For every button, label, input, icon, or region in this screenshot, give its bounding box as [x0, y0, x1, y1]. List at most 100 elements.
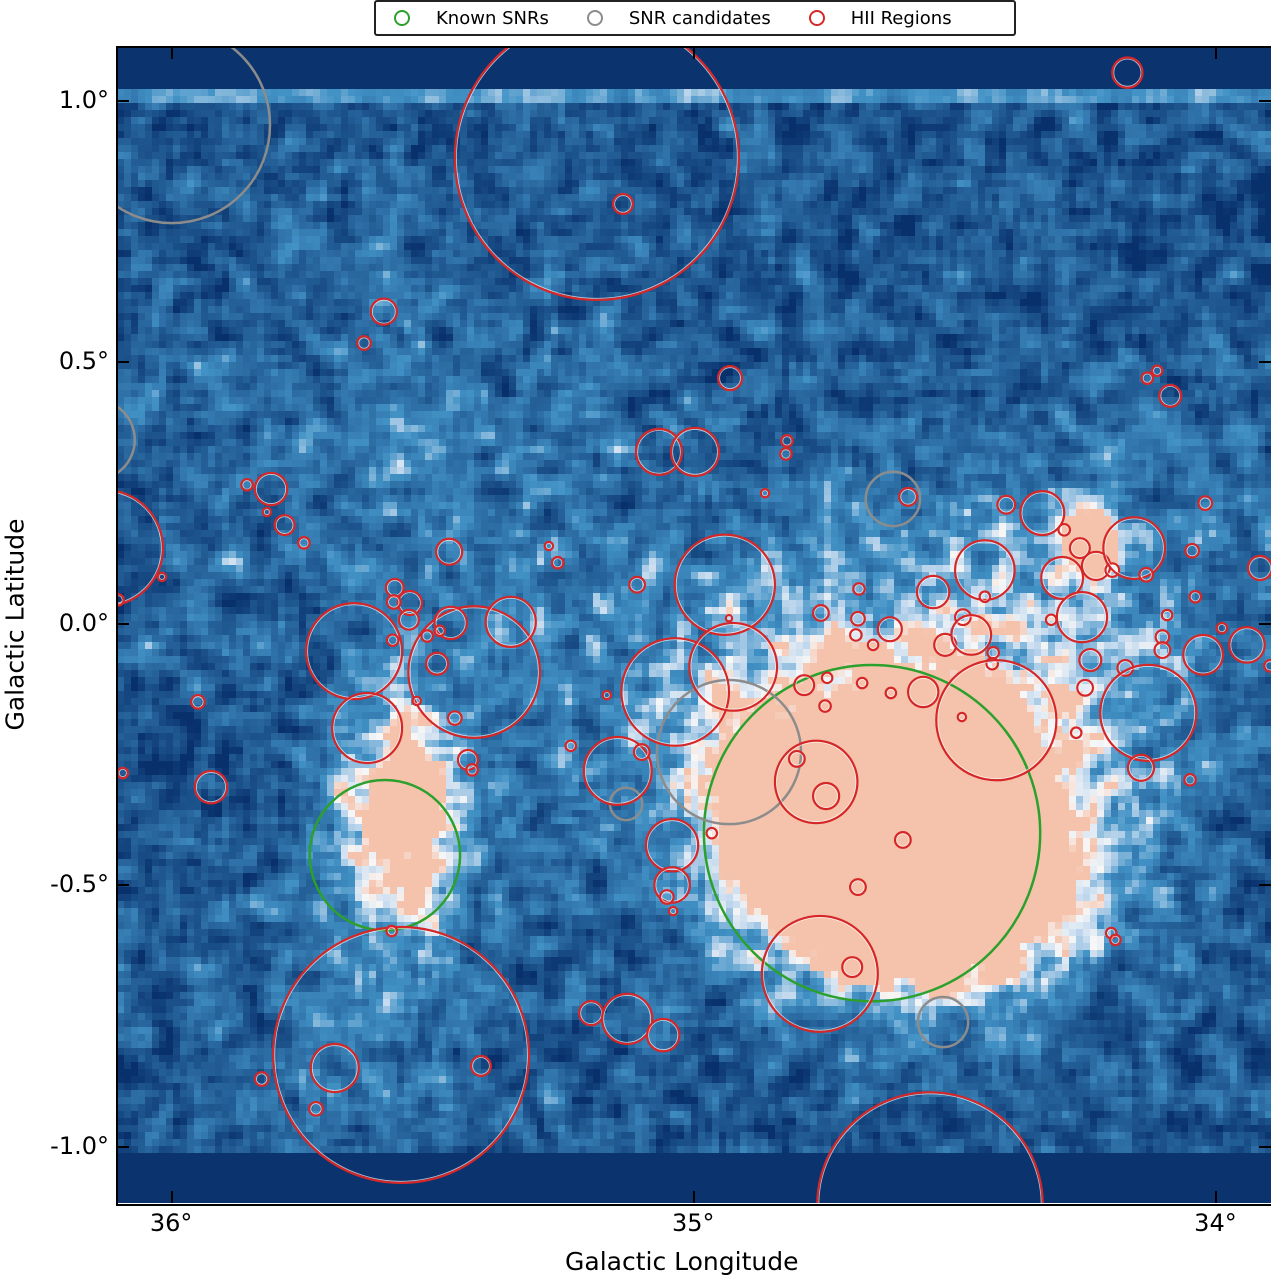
hii-region-circle-inner: [1185, 775, 1195, 785]
hii-region-circle-inner: [603, 995, 652, 1043]
hii-region-circle: [331, 691, 404, 765]
hii-region-circle-inner: [918, 577, 949, 608]
hii-region-circle-inner: [814, 606, 828, 620]
hii-region-circle: [811, 604, 830, 622]
hii-region-circle: [611, 192, 635, 215]
hii-region-circle: [1183, 772, 1197, 787]
hii-region-circle-inner: [1184, 636, 1222, 674]
hii-region-circle-inner: [545, 543, 552, 549]
hii-region-circle-inner: [435, 626, 444, 635]
hii-region-circle-inner: [988, 648, 998, 658]
hii-region-circle: [385, 924, 398, 938]
hii-region-circle: [645, 1017, 681, 1053]
hii-region-circle-inner: [333, 694, 401, 762]
hii-region-circle-inner: [952, 616, 990, 654]
hii-region-circle-inner: [1101, 666, 1196, 760]
hii-region-circle-inner: [1058, 593, 1106, 642]
hii-region-circle-inner: [449, 712, 461, 724]
hii-region-circle: [193, 769, 229, 805]
hii-region-circle: [978, 590, 992, 604]
hii-region-circle: [601, 689, 613, 701]
y-tick-mark: [117, 622, 129, 625]
hii-region-circle-inner: [1265, 661, 1271, 671]
hii-region-circle-inner: [358, 337, 370, 349]
hii-region-circle-inner: [675, 535, 774, 634]
hii-region-circle: [773, 739, 859, 825]
hii-region-circle: [787, 749, 806, 768]
legend: Known SNRs SNR candidates HII Regions: [374, 0, 1016, 36]
hii-region-circle: [1078, 647, 1103, 673]
hii-region-circle: [1182, 633, 1225, 676]
hii-region-circle: [434, 537, 464, 566]
hii-region-circle-inner: [707, 829, 716, 838]
hii-region-circle: [669, 426, 721, 477]
hii-region-circle: [1160, 608, 1174, 622]
hii-region-circle-inner: [763, 917, 877, 1031]
hii-region-circle-inner: [886, 688, 895, 698]
hii-region-circle-inner: [1047, 615, 1056, 624]
hii-region-circle-inner: [274, 928, 528, 1182]
hii-region-circle-inner: [1080, 650, 1101, 670]
hii-region-circle: [632, 743, 651, 762]
hii-region-circle: [1158, 383, 1183, 408]
legend-item-snr-candidates: SNR candidates: [586, 8, 771, 29]
green-circle-icon: [394, 10, 410, 26]
y-tick-mark: [1259, 622, 1271, 625]
hii-region-circle: [1076, 678, 1095, 697]
hii-region-circle-inner: [614, 195, 632, 213]
hii-region-circle: [1197, 495, 1214, 512]
hii-region-circle-inner: [263, 509, 270, 515]
hii-region-circle: [760, 914, 879, 1033]
hii-region-circle: [446, 710, 463, 726]
hii-region-circle-inner: [854, 584, 864, 594]
hii-region-circle: [582, 735, 653, 806]
hii-region-circle-inner: [818, 1093, 1042, 1203]
hii-region-circle: [308, 1100, 324, 1117]
hii-region-circle: [1040, 555, 1085, 600]
hii-region-circle: [849, 878, 867, 896]
hii-region-circle: [1109, 933, 1122, 947]
hii-region-circle-inner: [400, 611, 418, 629]
y-tick-label: 1.0°: [58, 85, 109, 114]
hii-region-circle: [550, 555, 565, 570]
hii-region-circle-inner: [851, 630, 861, 640]
hii-region-circle-inner: [1140, 569, 1152, 581]
hii-region-circle: [950, 613, 993, 656]
hii-region-circle-inner: [388, 635, 398, 645]
y-tick-label: -1.0°: [50, 1132, 109, 1161]
hii-region-circle: [811, 781, 841, 811]
hii-region-circle-inner: [661, 891, 673, 903]
y-tick-mark: [117, 1146, 129, 1149]
hii-region-circle-inner: [467, 765, 477, 775]
hii-region-circle-inner: [776, 741, 857, 822]
hii-region-circle-inner: [192, 696, 204, 708]
hii-region-circle-inner: [456, 47, 738, 299]
hii-region-circle: [1126, 753, 1156, 782]
hii-region-circle-inner: [909, 678, 938, 706]
hii-region-circle: [1150, 364, 1164, 378]
hii-region-circle: [1068, 537, 1091, 560]
legend-item-known-snrs: Known SNRs: [394, 8, 549, 29]
hii-region-circle: [915, 574, 951, 610]
hii-region-circle-inner: [958, 714, 965, 721]
hii-region-circle: [385, 594, 402, 610]
hii-region-circle: [759, 487, 771, 499]
hii-region-circle: [425, 651, 450, 676]
x-tick-mark: [170, 1191, 173, 1203]
hii-region-circle-inner: [781, 449, 791, 459]
legend-label: HII Regions: [850, 7, 952, 29]
hii-region-circle: [1104, 562, 1121, 578]
hii-region-circle-inner: [814, 784, 838, 808]
hii-region-circle-inner: [409, 607, 539, 737]
hii-region-circle-inner: [422, 631, 432, 641]
hii-region-circle-inner: [427, 653, 447, 674]
hii-region-circle: [906, 675, 940, 709]
hii-region-circle-inner: [1199, 497, 1211, 509]
hii-region-circle-inner: [299, 538, 309, 548]
hii-region-circle: [600, 992, 654, 1046]
y-tick-mark: [117, 99, 129, 102]
hii-region-circle-inner: [762, 490, 768, 497]
hii-region-circle-inner: [1072, 728, 1081, 737]
hii-region-circle-inner: [980, 592, 989, 601]
hii-region-circle: [261, 506, 273, 518]
